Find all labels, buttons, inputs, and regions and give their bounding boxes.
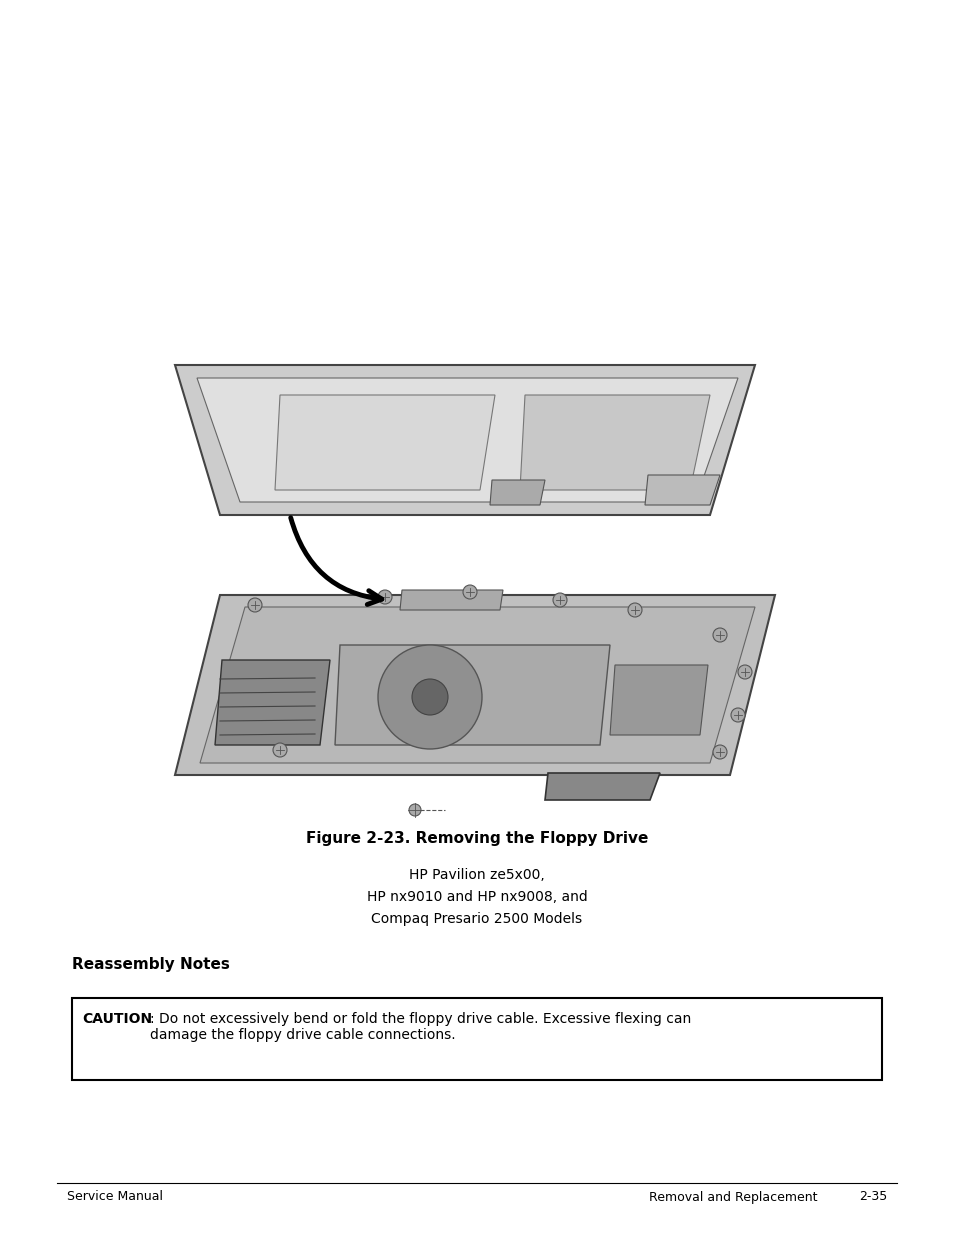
Circle shape (712, 745, 726, 760)
Circle shape (377, 590, 392, 604)
Polygon shape (609, 664, 707, 735)
Circle shape (730, 708, 744, 722)
Text: HP Pavilion ze5x00,: HP Pavilion ze5x00, (409, 868, 544, 882)
Polygon shape (174, 366, 754, 515)
Circle shape (462, 585, 476, 599)
Polygon shape (544, 773, 659, 800)
Polygon shape (214, 659, 330, 745)
Polygon shape (519, 395, 709, 490)
Circle shape (412, 679, 448, 715)
Text: Removal and Replacement: Removal and Replacement (648, 1191, 817, 1203)
Circle shape (712, 629, 726, 642)
Circle shape (738, 664, 751, 679)
Text: Service Manual: Service Manual (67, 1191, 163, 1203)
Text: CAUTION: CAUTION (82, 1011, 152, 1026)
Text: Compaq Presario 2500 Models: Compaq Presario 2500 Models (371, 911, 582, 926)
Circle shape (248, 598, 262, 613)
Polygon shape (644, 475, 720, 505)
Text: 2-35: 2-35 (858, 1191, 886, 1203)
Polygon shape (200, 606, 754, 763)
Text: Reassembly Notes: Reassembly Notes (71, 957, 230, 972)
Polygon shape (274, 395, 495, 490)
Polygon shape (490, 480, 544, 505)
Circle shape (377, 645, 481, 748)
Circle shape (273, 743, 287, 757)
Circle shape (409, 804, 420, 816)
Circle shape (553, 593, 566, 606)
Polygon shape (335, 645, 609, 745)
Circle shape (627, 603, 641, 618)
Text: : Do not excessively bend or fold the floppy drive cable. Excessive flexing can
: : Do not excessively bend or fold the fl… (150, 1011, 691, 1042)
Polygon shape (196, 378, 738, 501)
Text: HP nx9010 and HP nx9008, and: HP nx9010 and HP nx9008, and (366, 890, 587, 904)
Polygon shape (174, 595, 774, 776)
FancyBboxPatch shape (71, 998, 882, 1079)
Polygon shape (399, 590, 502, 610)
Text: Figure 2-23. Removing the Floppy Drive: Figure 2-23. Removing the Floppy Drive (306, 830, 647, 846)
